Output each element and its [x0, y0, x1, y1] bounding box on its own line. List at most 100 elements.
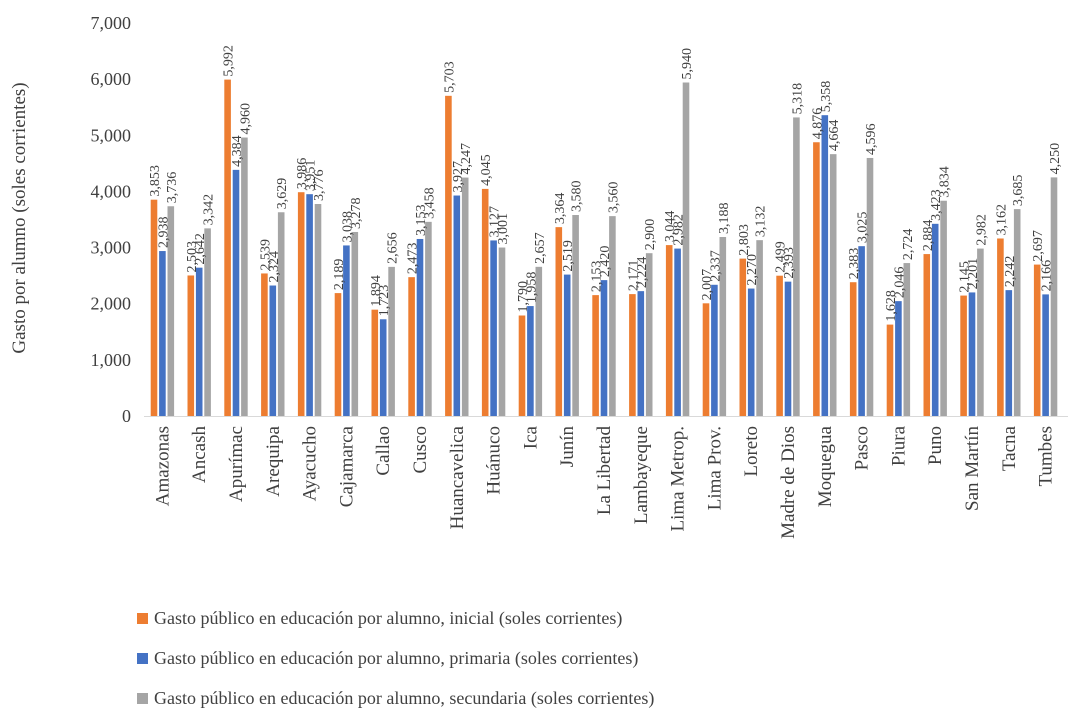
- data-label: 2,656: [386, 232, 401, 264]
- bar: [940, 200, 947, 416]
- bar: [224, 79, 231, 416]
- bar: [977, 248, 984, 416]
- bar: [297, 192, 305, 416]
- x-tick-label: Madre de Dios: [778, 426, 799, 539]
- legend-label-inicial: Gasto público en educación por alumno, i…: [154, 607, 623, 628]
- bar: [747, 288, 755, 416]
- data-label: 4,960: [238, 103, 253, 135]
- bar: [527, 306, 534, 416]
- data-label: 5,940: [680, 48, 695, 80]
- x-tick-label: Lima Metrop.: [668, 426, 689, 532]
- x-tick-label: Loreto: [741, 426, 762, 477]
- bar: [682, 82, 690, 416]
- bar: [498, 247, 506, 416]
- x-tick-label: Huancavelica: [447, 425, 468, 529]
- data-label: 2,393: [782, 247, 797, 279]
- bar: [572, 215, 579, 416]
- bar: [629, 294, 636, 416]
- data-label: 5,703: [442, 61, 457, 93]
- bar: [609, 216, 616, 416]
- data-label: 5,992: [222, 45, 237, 77]
- data-label: 2,270: [745, 254, 760, 286]
- data-label: 2,539: [258, 239, 273, 271]
- bar: [204, 228, 211, 416]
- data-label: 2,657: [533, 232, 548, 264]
- x-tick-label: Huánuco: [484, 426, 505, 495]
- data-label: 3,188: [717, 203, 732, 235]
- data-label: 2,145: [958, 261, 973, 293]
- bar: [490, 240, 497, 416]
- bar: [719, 237, 727, 416]
- data-label: 2,007: [700, 269, 715, 301]
- bar: [784, 281, 792, 416]
- data-label: 3,853: [148, 165, 163, 197]
- data-label: 4,876: [810, 108, 825, 140]
- bar: [261, 273, 268, 416]
- x-tick-label: Callao: [373, 426, 394, 476]
- bar: [886, 324, 894, 416]
- bar: [923, 254, 931, 416]
- bar: [388, 266, 395, 416]
- data-label: 2,982: [974, 214, 989, 246]
- data-label: 2,153: [590, 261, 605, 293]
- bar: [858, 246, 865, 416]
- y-axis-ticks: 0 1,000 2,000 3,000 4,000 5,000 6,000 7,000: [91, 13, 132, 426]
- legend-item-secundaria: Gasto público en educación por alumno, s…: [137, 678, 654, 718]
- x-tick-label: Tumbes: [1036, 426, 1057, 487]
- data-label: 2,166: [1040, 260, 1055, 292]
- data-label: 2,224: [635, 257, 650, 289]
- data-label: 1,723: [377, 285, 392, 317]
- bar: [461, 177, 469, 416]
- legend-item-inicial: Gasto público en educación por alumno, i…: [137, 598, 654, 638]
- data-label: 4,664: [827, 120, 842, 152]
- bar-series: [150, 79, 1058, 417]
- y-tick-label: 2,000: [91, 294, 132, 314]
- data-label: 2,900: [643, 219, 658, 251]
- data-label: 3,629: [275, 178, 290, 210]
- x-tick-label: Moquegua: [815, 425, 836, 507]
- bar: [931, 223, 939, 416]
- bar: [277, 212, 285, 416]
- data-label: 2,884: [921, 220, 936, 252]
- bar: [343, 245, 350, 416]
- legend-swatch-primaria: [137, 652, 148, 664]
- legend-label-secundaria: Gasto público en educación por alumno, s…: [154, 687, 655, 708]
- data-label: 1,958: [524, 272, 539, 304]
- bar: [416, 238, 424, 416]
- bar: [195, 267, 203, 416]
- x-tick-label: Ica: [520, 425, 541, 449]
- bar: [379, 319, 387, 416]
- bar: [592, 295, 599, 416]
- data-label: 2,337: [708, 250, 723, 282]
- x-tick-label: Lima Prov.: [704, 426, 725, 510]
- x-tick-label: Tacna: [999, 425, 1020, 471]
- x-tick-label: La Libertad: [594, 426, 615, 516]
- data-label: 3,423: [929, 189, 944, 221]
- data-label: 4,247: [459, 143, 474, 175]
- bar: [535, 266, 543, 416]
- y-tick-label: 1,000: [91, 350, 132, 370]
- data-label: 3,685: [1011, 175, 1026, 207]
- x-tick-label: Lambayeque: [631, 426, 652, 524]
- y-tick-label: 7,000: [91, 13, 132, 33]
- x-axis-ticks: Amazonas Ancash Apurímac Arequipa Ayacucho Ca…: [152, 425, 1057, 539]
- data-label: 3,776: [312, 170, 327, 202]
- bar: [903, 263, 911, 416]
- y-tick-label: 0: [122, 406, 131, 426]
- y-tick-label: 4,000: [91, 181, 132, 201]
- data-label: 4,250: [1048, 143, 1063, 175]
- y-tick-label: 6,000: [91, 69, 132, 89]
- bar: [150, 199, 158, 416]
- bar: [1050, 177, 1058, 416]
- bar: [563, 274, 571, 416]
- data-label: 1,628: [884, 290, 899, 322]
- legend: Gasto público en educación por alumno, i…: [137, 598, 654, 718]
- bar: [968, 292, 976, 416]
- bar: [645, 253, 653, 416]
- x-tick-label: Junín: [557, 426, 578, 468]
- bar: [425, 221, 432, 416]
- data-label: 3,162: [994, 204, 1009, 236]
- bar: [711, 284, 718, 416]
- bar: [776, 275, 783, 416]
